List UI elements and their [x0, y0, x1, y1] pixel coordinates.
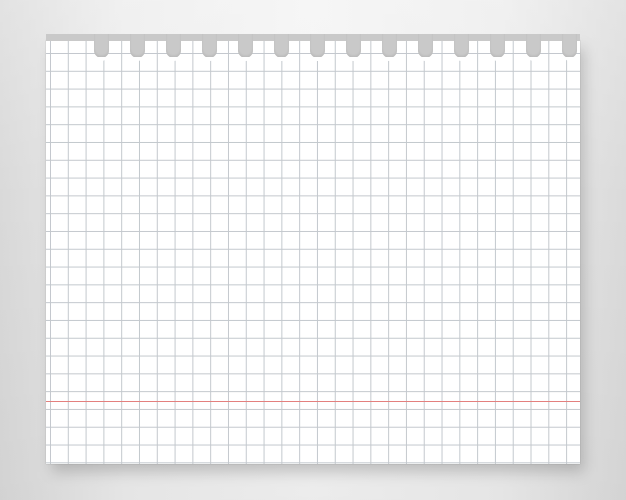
grid-paper-sheet	[46, 40, 580, 464]
punch-hole	[274, 34, 289, 61]
punch-hole	[346, 34, 361, 61]
punch-hole	[382, 34, 397, 61]
punch-hole	[490, 34, 505, 61]
punch-hole-strip	[46, 34, 580, 64]
punch-hole	[562, 34, 577, 61]
punch-hole	[418, 34, 433, 61]
punch-hole	[166, 34, 181, 61]
punch-hole	[130, 34, 145, 61]
punch-hole	[526, 34, 541, 61]
punch-hole	[94, 34, 109, 61]
punch-hole	[454, 34, 469, 61]
punch-hole	[238, 34, 253, 61]
punch-hole	[202, 34, 217, 61]
punch-hole	[310, 34, 325, 61]
